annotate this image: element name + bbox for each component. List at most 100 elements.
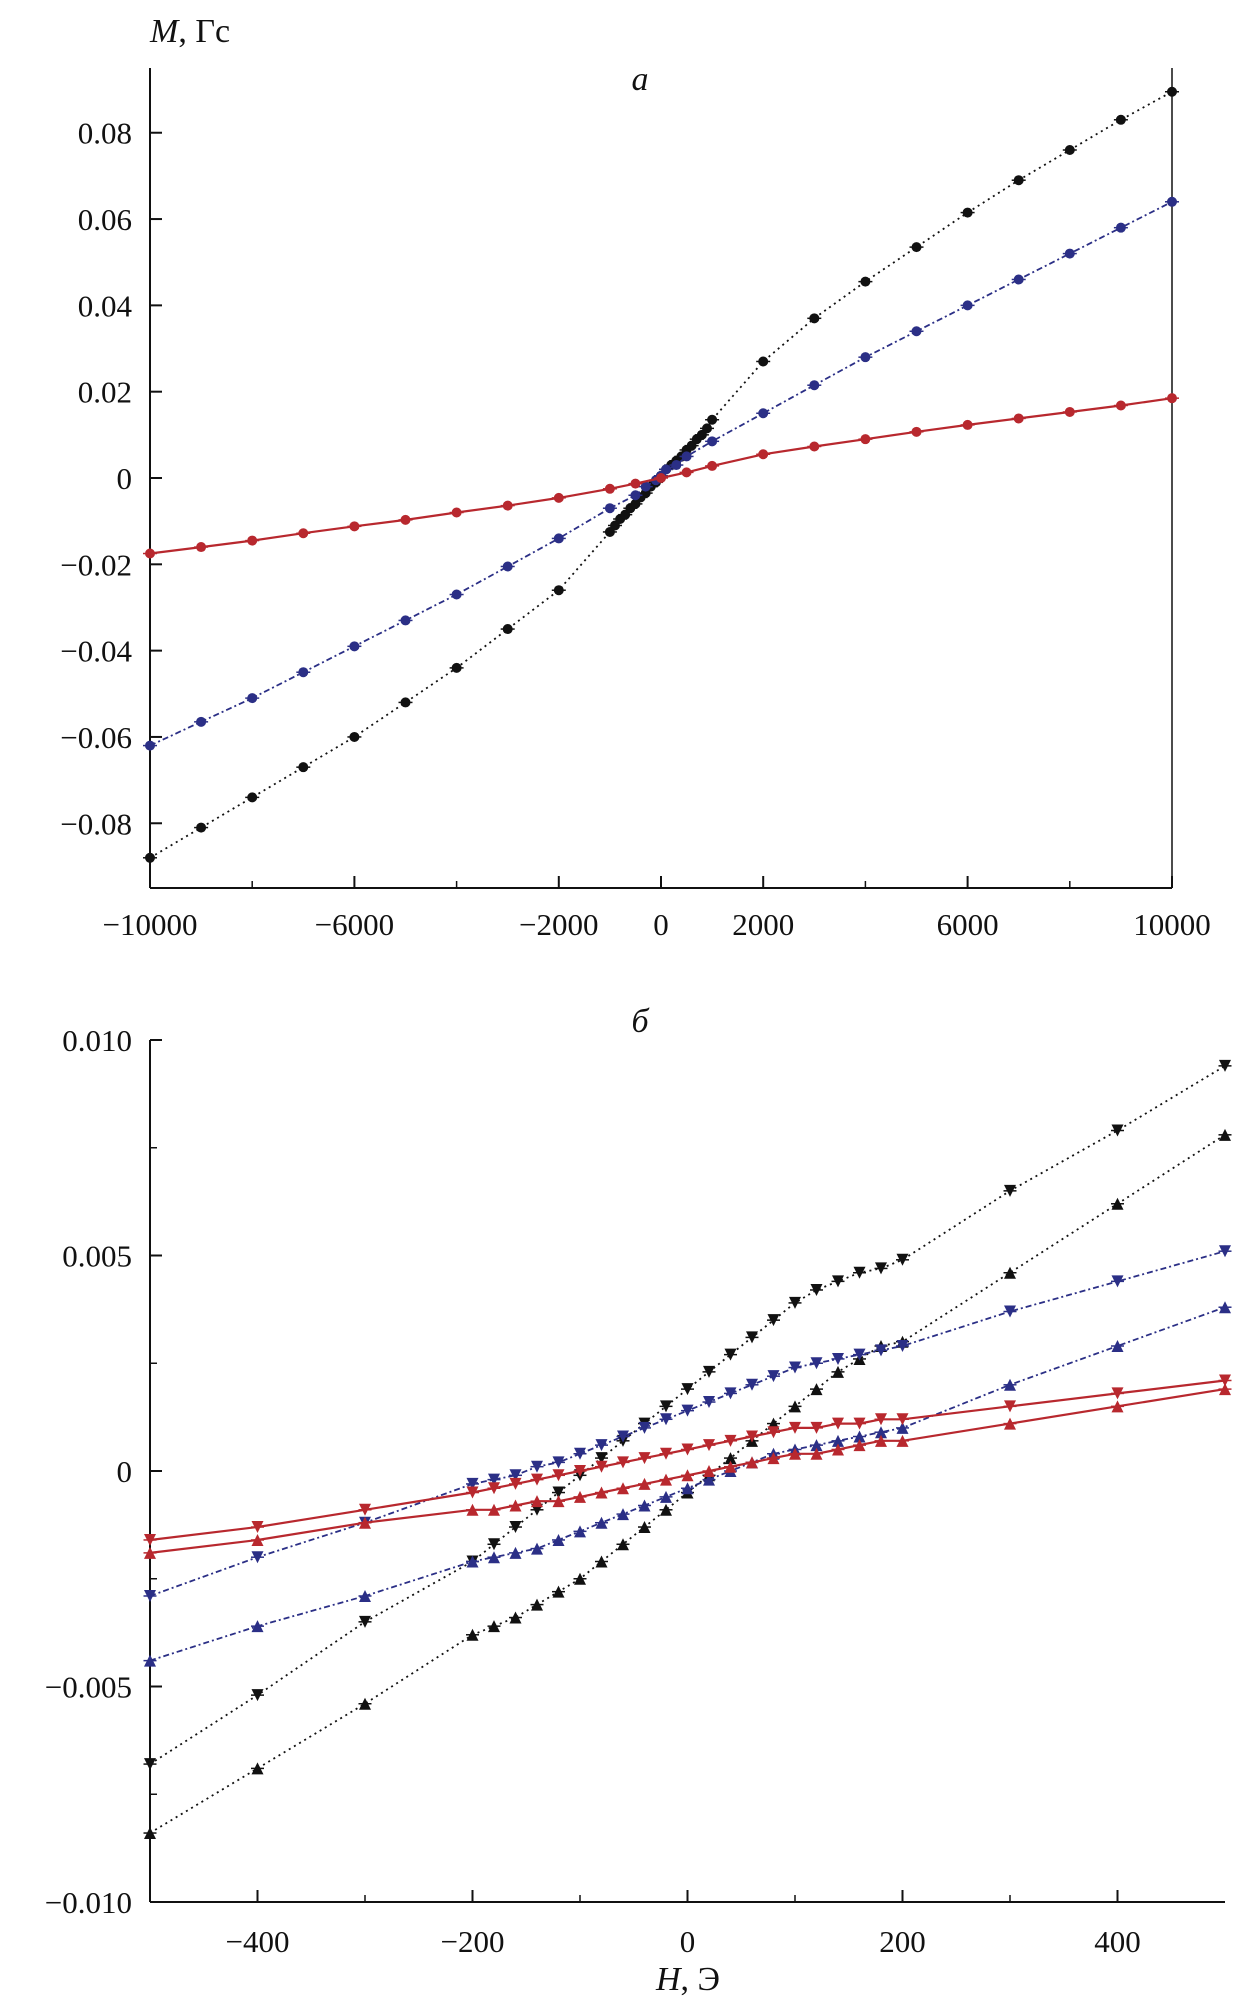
panel-a-data-point (145, 548, 155, 559)
panel-b-data-point (853, 1430, 866, 1443)
panel-a-data-point (553, 585, 564, 596)
panel-a-data-point (451, 507, 462, 518)
panel-b-data-point (681, 1443, 694, 1456)
panel-b-data-point (509, 1469, 522, 1482)
panel-b-data-point (875, 1413, 887, 1426)
panel-a-data-point (701, 423, 712, 434)
panel-b-data-point (359, 1589, 371, 1602)
panel-a-plot-area (143, 86, 1179, 863)
panel-b-data-point (251, 1620, 264, 1633)
panel-b-data-point (638, 1421, 651, 1434)
panel-b-data-point (703, 1365, 715, 1378)
panel-b-data-point (789, 1400, 801, 1413)
panel-b-data-point (810, 1439, 823, 1452)
panel-b-data-point (509, 1546, 522, 1559)
panel-b-x-tick-label: 0 (680, 1924, 696, 1959)
panel-b-data-point (853, 1348, 866, 1361)
panel-a-data-point (553, 533, 564, 544)
panel-b-data-point (1111, 1400, 1124, 1413)
panel-b-data-point (574, 1572, 586, 1585)
panel-a-data-point (671, 460, 682, 471)
panel-a-data-point (707, 414, 718, 425)
panel-b-data-point (144, 1589, 156, 1602)
panel-a-data-point (1064, 145, 1075, 155)
panel-a-data-point (145, 740, 155, 751)
panel-b-x-tick-label: 400 (1094, 1924, 1141, 1959)
panel-b-data-point (724, 1434, 737, 1447)
panel-b-data-point (1111, 1387, 1124, 1400)
panel-b-data-point (359, 1615, 371, 1628)
panel-b-data-point (875, 1426, 887, 1439)
panel-b-data-point (1111, 1197, 1124, 1210)
panel-b-data-point (531, 1473, 543, 1486)
panel-a-data-point (630, 478, 641, 489)
panel-b-data-point (832, 1275, 844, 1288)
panel-b-data-point (251, 1533, 264, 1546)
panel-b-data-point (638, 1499, 651, 1512)
panel-b-series-blue-line (149, 1250, 1226, 1597)
panel-b-data-point (1219, 1374, 1231, 1387)
panel-b-data-point (531, 1460, 543, 1473)
panel-a-data-point (809, 380, 820, 391)
panel-b-data-point (638, 1477, 651, 1490)
panel-b-x-ticks: −400 −200 0 200 400 (226, 1890, 1141, 1959)
panel-b-data-point (574, 1525, 586, 1538)
panel-b-data-point (660, 1503, 672, 1516)
panel-a-data-point (451, 662, 462, 673)
panel-b-data-point (552, 1469, 565, 1482)
panel-a-data-point (1167, 86, 1177, 97)
panel-b-data-point (810, 1447, 823, 1460)
panel-b-data-point (724, 1460, 737, 1473)
panel-b-data-point (488, 1482, 500, 1495)
panel-b-data-point (703, 1396, 715, 1409)
panel-b-data-point (144, 1546, 156, 1559)
panel-a-data-point (400, 615, 411, 626)
panel-b-y-tick-label: 0 (117, 1454, 133, 1489)
panel-a-data-point (604, 503, 615, 514)
panel-a-data-point (196, 716, 207, 727)
panel-b-data-point (832, 1365, 844, 1378)
panel-b-data-point (681, 1383, 694, 1396)
panel-a-data-point (1115, 114, 1126, 125)
panel-b-data-point (488, 1620, 500, 1633)
panel-b-data-point (789, 1296, 801, 1309)
panel-a-data-point (707, 460, 718, 471)
panel-b-x-tick-label: −400 (226, 1924, 290, 1959)
panel-b-data-point (1004, 1417, 1016, 1430)
panel-a-data-point (400, 514, 411, 525)
panel-b-data-point (574, 1490, 586, 1503)
panel-b-data-point (703, 1465, 715, 1477)
panel-a-y-tick-label: 0.04 (78, 288, 133, 323)
panel-b-data-point (509, 1477, 522, 1490)
panel-b-data-point (875, 1262, 887, 1275)
panel-a-data-point (681, 451, 692, 462)
panel-b-data-point (251, 1762, 264, 1775)
panel-a-x-tick-label: −2000 (519, 907, 598, 942)
panel-b-data-point (789, 1361, 801, 1374)
panel-b-data-point (359, 1697, 371, 1710)
panel-a-data-point (553, 492, 564, 503)
panel-a-data-point (911, 326, 922, 337)
panel-a-y-tick-label: −0.08 (60, 806, 132, 841)
panel-a-data-point (145, 852, 155, 863)
panel-a-data-point (1013, 274, 1024, 285)
panel-b-data-point (703, 1439, 715, 1452)
panel-b-data-point (724, 1348, 737, 1361)
panel-a-data-point (962, 207, 973, 218)
panel-a-data-point (1115, 400, 1126, 411)
panel-b-data-point (1219, 1059, 1231, 1072)
panel-b-data-point (660, 1413, 672, 1426)
panel-b-data-point (144, 1654, 156, 1667)
panel-b-data-point (638, 1452, 651, 1465)
panel-a-data-point (349, 731, 360, 742)
panel-b-data-point (617, 1482, 629, 1495)
panel-a-data-point (298, 528, 309, 539)
panel-b-data-point (488, 1538, 500, 1551)
panel-a-y-tick-label: −0.06 (60, 720, 132, 755)
panel-b-data-point (896, 1434, 909, 1447)
panel-b-data-point (767, 1314, 780, 1327)
panel-a-y-axis-label: M, Гс (149, 13, 230, 50)
panel-b-data-point (595, 1516, 608, 1529)
panel-a-data-point (502, 500, 513, 511)
